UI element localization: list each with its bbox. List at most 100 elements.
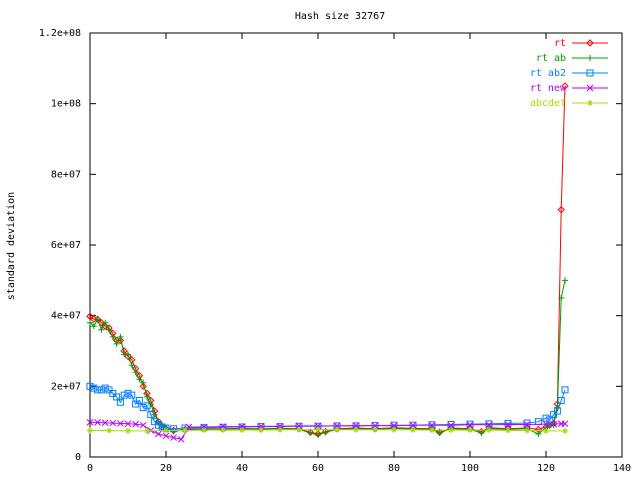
data-point: [132, 369, 139, 376]
data-point: [334, 426, 340, 433]
data-point: [436, 429, 443, 436]
data-point: [90, 323, 97, 330]
data-point: [116, 398, 124, 406]
legend-label: rt ab2: [530, 68, 566, 79]
data-point: [117, 420, 124, 427]
x-tick-label: 40: [236, 463, 248, 474]
plot-frame: [89, 32, 623, 458]
data-point: [86, 419, 94, 426]
data-point: [132, 420, 139, 428]
data-point: [553, 407, 561, 415]
data-point: [124, 389, 132, 397]
data-point: [101, 384, 109, 392]
data-point: [352, 422, 360, 429]
data-point: [124, 420, 132, 428]
data-point: [120, 391, 128, 399]
data-point: [201, 427, 207, 434]
data-point: [505, 427, 511, 434]
data-point: [542, 420, 550, 428]
data-point: [448, 427, 454, 434]
x-tick-label: 20: [160, 463, 172, 474]
data-point: [155, 430, 162, 438]
legend-marker: [586, 39, 594, 47]
legend-label: rt ab: [536, 53, 566, 64]
data-point: [94, 386, 102, 394]
data-point: [151, 418, 159, 426]
legend-label: rt new: [530, 83, 567, 94]
series-line: [90, 429, 565, 432]
data-point: [466, 421, 474, 429]
y-tick-label: 4e+07: [51, 311, 81, 322]
data-point: [557, 396, 565, 404]
y-axis-label: standard deviation: [6, 192, 17, 300]
data-point: [220, 427, 226, 434]
data-point: [543, 427, 549, 434]
data-point: [390, 422, 398, 429]
data-point: [182, 427, 188, 434]
data-point: [315, 432, 321, 439]
data-point: [523, 421, 531, 428]
data-point: [124, 352, 132, 361]
data-point: [139, 382, 147, 391]
data-point: [170, 434, 177, 441]
data-point: [128, 391, 136, 399]
data-point: [177, 435, 185, 443]
data-point: [113, 393, 121, 401]
data-point: [485, 420, 493, 428]
series-abcdef: [87, 426, 568, 434]
data-point: [143, 402, 151, 410]
data-point: [277, 426, 283, 433]
data-point: [128, 362, 135, 369]
data-point: [106, 427, 112, 434]
data-point: [116, 336, 125, 345]
data-point: [109, 389, 117, 397]
chart-title: Hash size 32767: [295, 11, 385, 22]
data-point: [554, 404, 561, 411]
x-tick-label: 120: [537, 463, 555, 474]
data-point: [170, 425, 178, 433]
data-point: [86, 312, 94, 321]
x-tick-label: 140: [613, 463, 631, 474]
data-point: [561, 420, 569, 428]
data-point: [535, 431, 542, 438]
data-point: [558, 295, 565, 301]
data-point: [467, 427, 473, 434]
data-point: [258, 427, 264, 434]
data-point: [504, 419, 512, 427]
legend-marker: [587, 100, 593, 106]
y-tick-label: 6e+07: [51, 240, 81, 251]
data-point: [101, 419, 109, 427]
data-point: [371, 422, 379, 429]
data-point: [140, 379, 147, 386]
data-point: [524, 427, 530, 434]
axis-ticks: 0 20 40 60 80 100 120 140 0 2e+07 4e+07 6e+07 8e+07 1…: [39, 28, 631, 474]
data-point: [504, 421, 512, 428]
data-point: [550, 420, 557, 428]
data-point: [139, 404, 147, 412]
data-point: [151, 411, 158, 418]
data-point: [139, 421, 147, 429]
data-point: [144, 427, 150, 434]
data-point: [158, 423, 166, 431]
y-tick-label: 1e+08: [51, 99, 81, 110]
data-point: [98, 326, 105, 333]
data-point: [109, 333, 116, 340]
data-point: [485, 421, 493, 429]
data-point: [550, 422, 557, 429]
data-point: [162, 432, 170, 440]
legend-label: rt: [554, 38, 566, 49]
data-point: [546, 416, 554, 424]
data-point: [239, 427, 245, 434]
y-tick-label: 8e+07: [51, 169, 81, 180]
data-point: [155, 418, 162, 425]
data-point: [372, 426, 378, 433]
data-point: [447, 421, 455, 429]
data-point: [86, 382, 94, 390]
data-point: [391, 426, 397, 433]
y-tick-label: 1.2e+08: [39, 28, 81, 39]
data-point: [113, 340, 120, 347]
data-point: [154, 421, 162, 429]
series-line: [89, 85, 566, 435]
data-point: [109, 419, 117, 427]
